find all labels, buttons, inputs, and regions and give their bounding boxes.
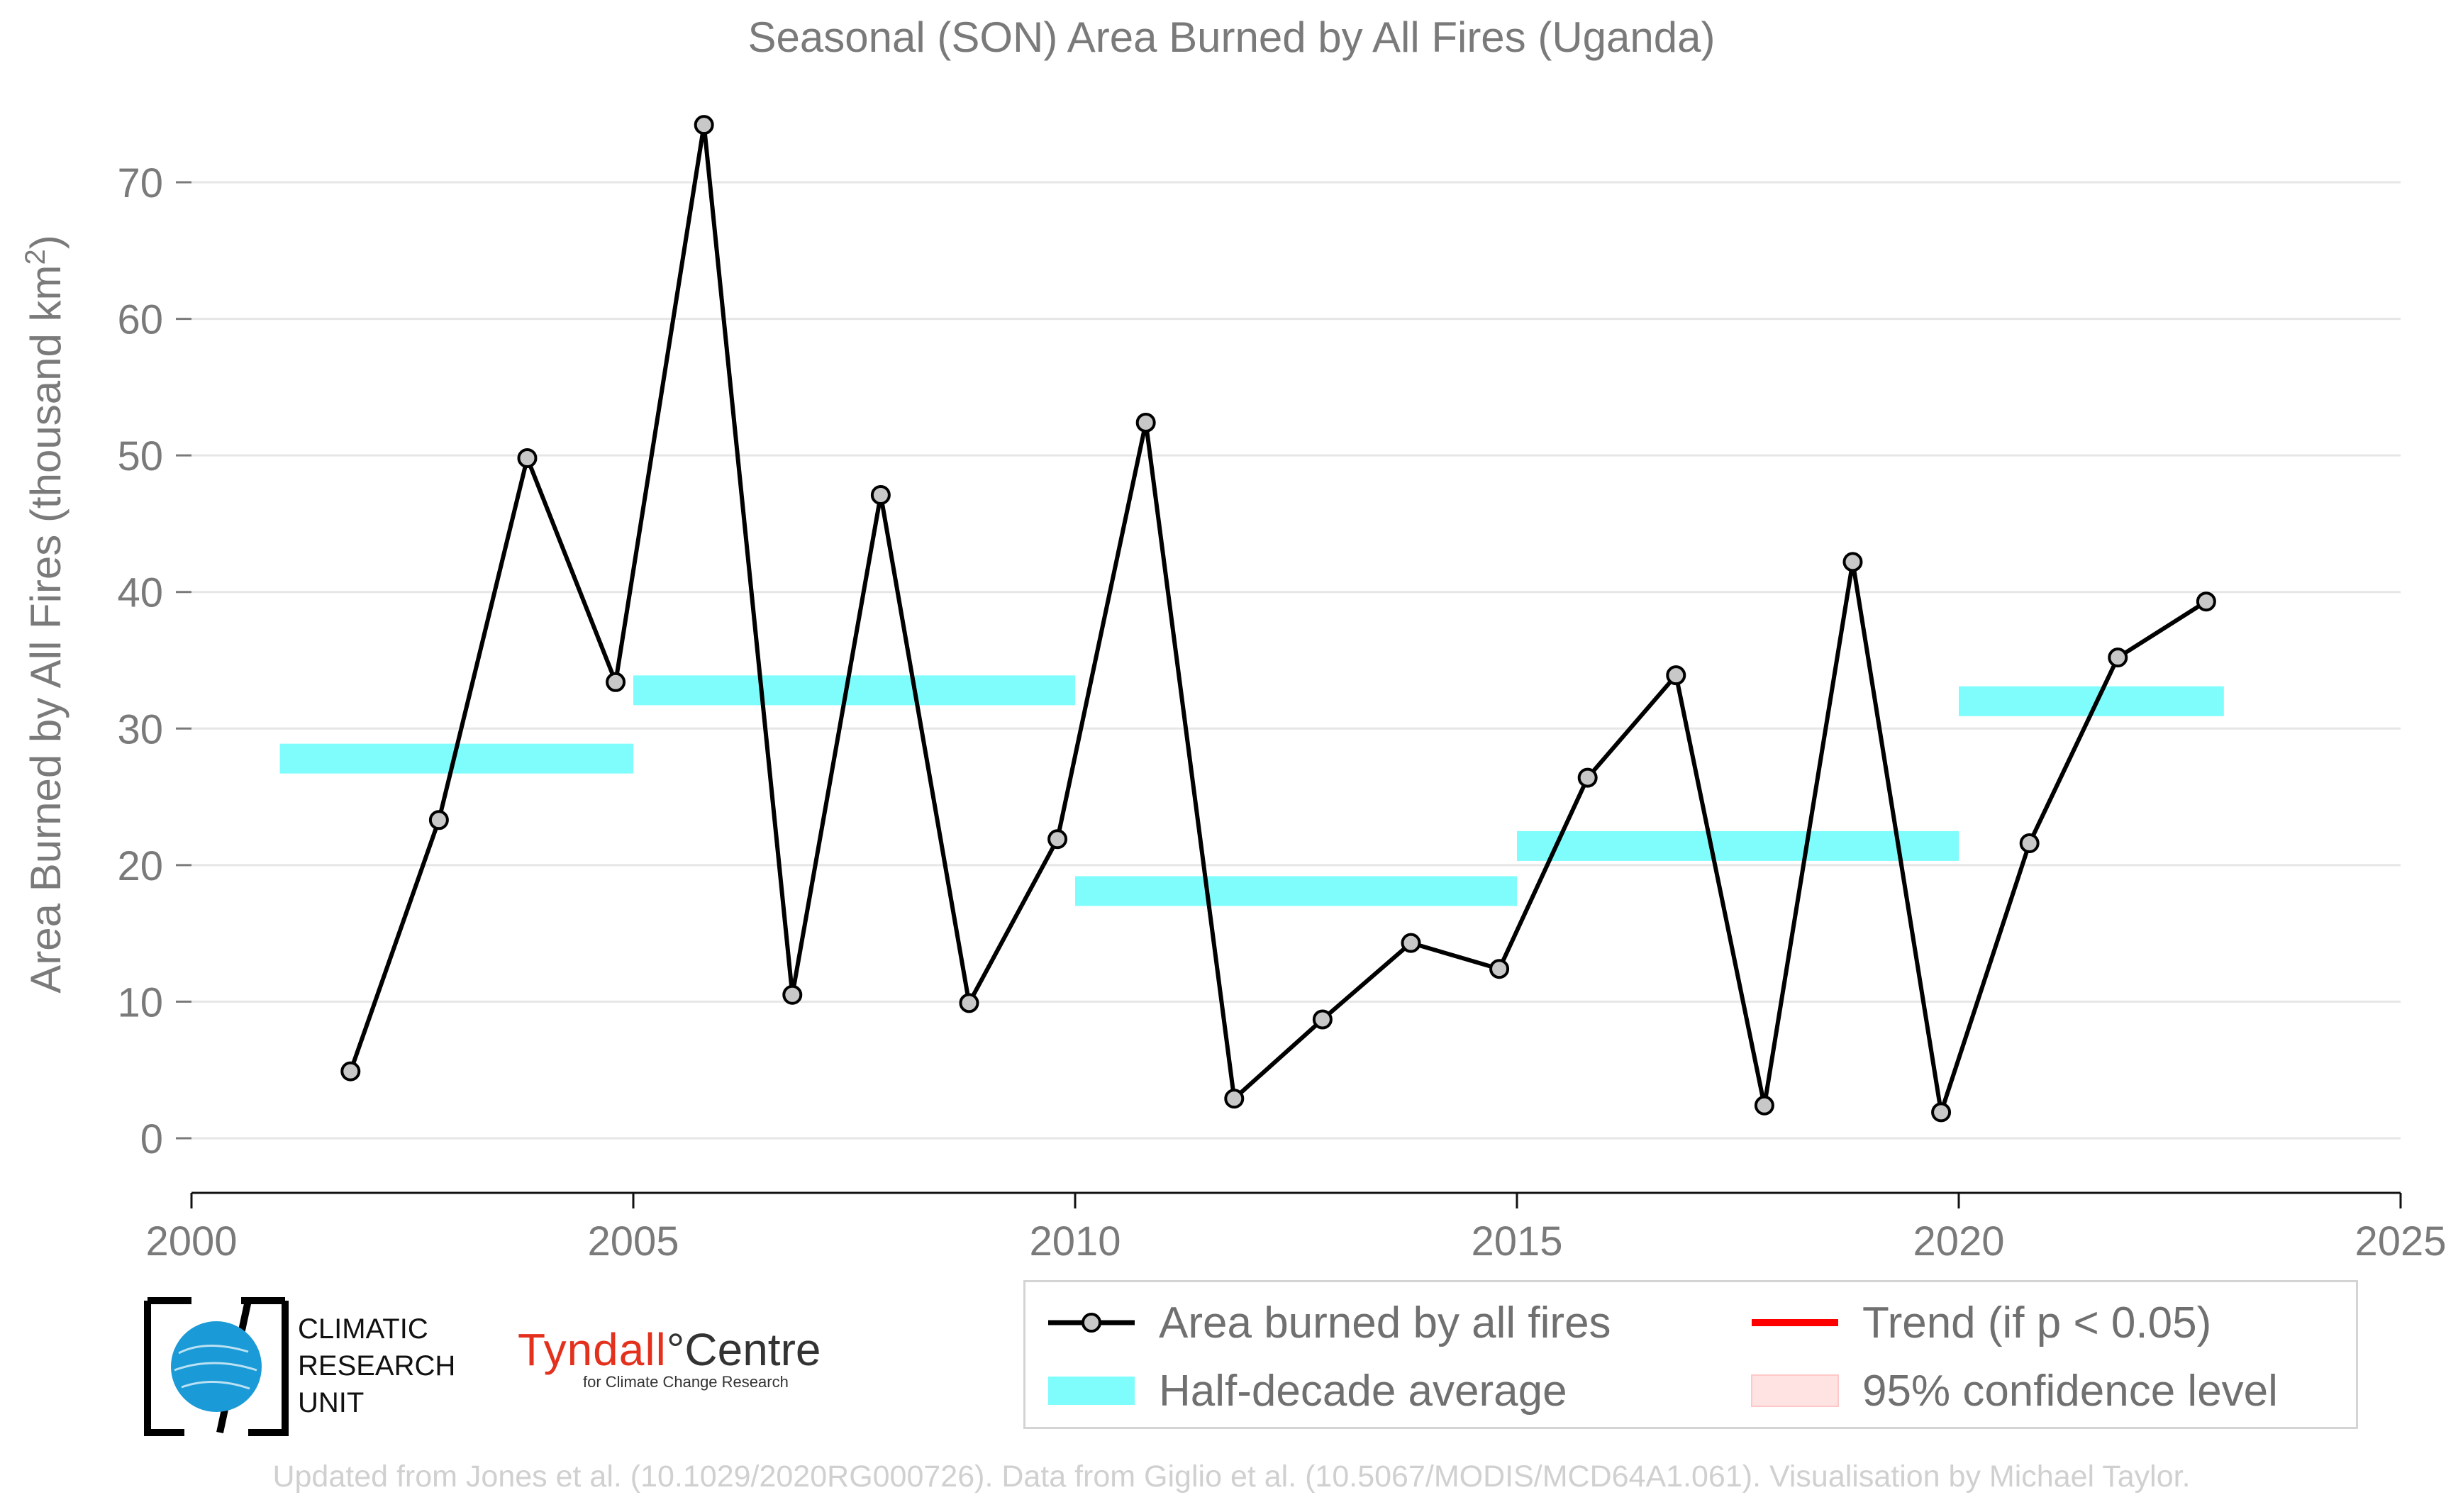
series-markers	[340, 115, 2216, 1123]
cru-logo-text: CLIMATIC RESEARCH UNIT	[298, 1311, 455, 1421]
legend-label: Half-decade average	[1159, 1366, 1567, 1416]
data-point	[694, 115, 714, 135]
data-point	[2019, 833, 2040, 854]
legend-swatch-trend	[1752, 1319, 1838, 1326]
x-tick-label: 2010	[1029, 1218, 1121, 1264]
tyndall-logo: Tyndall°Centre for Climate Change Resear…	[518, 1323, 821, 1391]
half-decade-band	[1075, 876, 1517, 906]
legend-item-area-burned: Area burned by all fires	[1045, 1291, 1611, 1355]
data-point	[959, 993, 979, 1013]
data-point	[517, 448, 538, 469]
data-point	[606, 672, 626, 692]
legend-item-trend: Trend (if p < 0.05)	[1749, 1291, 2211, 1355]
data-point	[1135, 412, 1156, 433]
data-point	[2108, 647, 2128, 668]
data-point	[1312, 1009, 1333, 1030]
y-tick-label: 10	[117, 979, 163, 1025]
legend-swatch-confidence	[1751, 1374, 1839, 1407]
cru-line: RESEARCH	[298, 1350, 456, 1382]
y-tick-label: 30	[117, 706, 163, 752]
data-point	[870, 484, 891, 505]
data-point	[1224, 1089, 1245, 1109]
y-tick-label: 20	[117, 843, 163, 889]
legend-item-confidence: 95% confidence level	[1749, 1359, 2278, 1423]
series-line	[348, 123, 2208, 1115]
data-point	[1577, 767, 1598, 788]
legend-label: Trend (if p < 0.05)	[1862, 1298, 2212, 1347]
data-point	[1401, 933, 1421, 953]
tyndall-centre: °Centre	[666, 1324, 821, 1375]
half-decade-averages	[279, 675, 2224, 906]
tyndall-name: Tyndall	[518, 1324, 667, 1375]
x-tick-label: 2015	[1471, 1218, 1562, 1264]
data-point	[2196, 591, 2216, 612]
legend: Area burned by all fires Trend (if p < 0…	[1023, 1280, 2358, 1429]
x-tick-label: 2000	[145, 1218, 237, 1264]
data-point	[340, 1061, 361, 1082]
legend-label: Area burned by all fires	[1159, 1298, 1611, 1347]
data-point	[1047, 829, 1068, 850]
y-tick-label: 0	[140, 1116, 163, 1162]
y-tick-label: 40	[117, 570, 163, 616]
axes: 0 10 20 30 40 50 60 70 2000 2005 2010 2015 2020 2025	[117, 160, 2446, 1264]
cru-line: CLIMATIC	[298, 1313, 428, 1345]
half-decade-band	[633, 675, 1075, 706]
x-tick-label: 2005	[587, 1218, 679, 1264]
data-point	[1754, 1095, 1774, 1116]
legend-swatch-line-marker	[1048, 1313, 1135, 1333]
legend-label: 95% confidence level	[1862, 1366, 2278, 1416]
cru-line: UNIT	[298, 1387, 365, 1418]
data-point	[428, 810, 449, 830]
tyndall-subtitle: for Climate Change Research	[583, 1373, 789, 1391]
cru-logo	[142, 1296, 291, 1437]
legend-item-half-decade: Half-decade average	[1045, 1359, 1567, 1423]
data-point	[1931, 1102, 1952, 1123]
y-tick-label: 50	[117, 433, 163, 479]
area-burned-line	[348, 123, 2208, 1115]
y-tick-label: 60	[117, 297, 163, 343]
legend-swatch-band	[1048, 1377, 1135, 1405]
data-point	[1666, 665, 1686, 686]
data-point	[1489, 959, 1510, 979]
half-decade-band	[1517, 830, 1959, 861]
y-axis-label: Area Burned by All Fires (thousand km2)	[20, 235, 70, 993]
data-point	[782, 984, 803, 1005]
y-tick-label: 70	[117, 160, 163, 206]
credit-line: Updated from Jones et al. (10.1029/2020R…	[272, 1460, 2191, 1494]
x-tick-label: 2025	[2354, 1218, 2446, 1264]
x-tick-label: 2020	[1913, 1218, 2004, 1264]
chart-title: Seasonal (SON) Area Burned by All Fires …	[747, 13, 1716, 61]
gridlines	[191, 181, 2401, 1140]
data-point	[1842, 552, 1863, 572]
